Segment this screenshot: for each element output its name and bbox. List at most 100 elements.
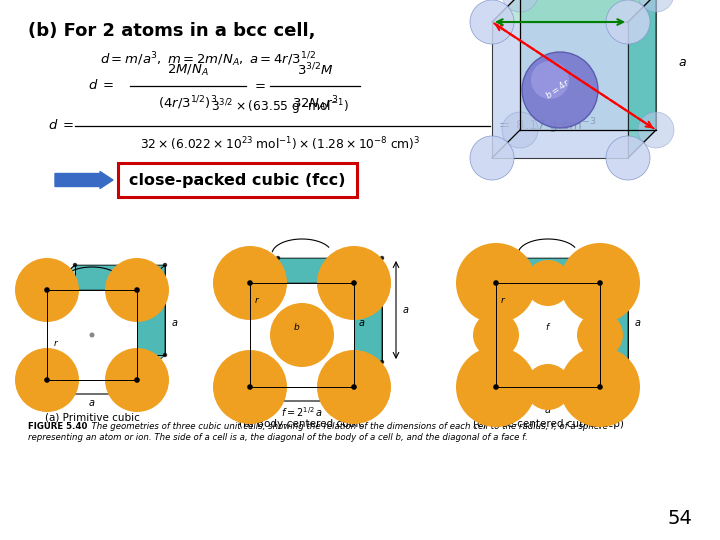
- Polygon shape: [492, 0, 656, 22]
- Circle shape: [456, 243, 536, 323]
- Polygon shape: [520, 0, 656, 130]
- Polygon shape: [278, 258, 382, 362]
- Polygon shape: [354, 258, 382, 387]
- Circle shape: [44, 287, 50, 293]
- Polygon shape: [496, 283, 600, 387]
- FancyBboxPatch shape: [118, 163, 357, 197]
- Text: $=\;8.17\;\mathrm{g{\cdot}cm^{-3}}$: $=\;8.17\;\mathrm{g{\cdot}cm^{-3}}$: [496, 116, 597, 136]
- Text: $b=4r$: $b=4r$: [543, 75, 573, 101]
- Circle shape: [380, 256, 384, 260]
- Circle shape: [525, 260, 571, 306]
- Circle shape: [276, 256, 280, 260]
- Text: (c) Face-centered cubic (ccp): (c) Face-centered cubic (ccp): [472, 419, 624, 429]
- Text: $32 \times (6.022 \times 10^{23}\;\mathrm{mol^{-1}}) \times (1.28 \times 10^{-8}: $32 \times (6.022 \times 10^{23}\;\mathr…: [140, 135, 420, 153]
- Circle shape: [597, 280, 603, 286]
- Text: $f = 2^{1/2}\,a$: $f = 2^{1/2}\,a$: [282, 405, 323, 419]
- Circle shape: [493, 384, 499, 390]
- Text: (a) Primitive cubic: (a) Primitive cubic: [45, 412, 140, 422]
- Text: $a$: $a$: [678, 56, 687, 69]
- Polygon shape: [137, 265, 165, 380]
- Text: $32N_Ar^3$: $32N_Ar^3$: [292, 94, 338, 113]
- Text: $=$: $=$: [252, 78, 266, 91]
- Text: $a$: $a$: [358, 318, 365, 328]
- Polygon shape: [628, 0, 656, 158]
- Polygon shape: [492, 22, 628, 158]
- Circle shape: [470, 0, 514, 44]
- Circle shape: [15, 348, 79, 412]
- Circle shape: [626, 256, 630, 260]
- Text: (b) For 2 atoms in a bcc cell,: (b) For 2 atoms in a bcc cell,: [28, 22, 315, 40]
- Circle shape: [213, 350, 287, 424]
- Text: $f$: $f$: [545, 321, 551, 333]
- Circle shape: [276, 360, 280, 364]
- Circle shape: [270, 303, 334, 367]
- Text: $(4r/3^{1/2})^3$: $(4r/3^{1/2})^3$: [158, 94, 217, 112]
- Polygon shape: [600, 258, 628, 387]
- Text: $d = m/a^3,\;m = 2m/N_A,\;a = 4r/3^{1/2}$: $d = m/a^3,\;m = 2m/N_A,\;a = 4r/3^{1/2}…: [100, 50, 316, 69]
- Circle shape: [317, 350, 391, 424]
- Circle shape: [597, 384, 603, 390]
- Circle shape: [560, 347, 640, 427]
- Circle shape: [473, 312, 519, 358]
- Circle shape: [134, 377, 140, 383]
- Polygon shape: [47, 290, 137, 380]
- Polygon shape: [496, 258, 628, 283]
- Text: $r$: $r$: [500, 295, 506, 305]
- Polygon shape: [47, 265, 165, 290]
- Circle shape: [351, 280, 357, 286]
- Polygon shape: [250, 283, 354, 387]
- Circle shape: [163, 353, 167, 357]
- Text: close-packed cubic (fcc): close-packed cubic (fcc): [129, 172, 346, 187]
- Circle shape: [626, 360, 630, 364]
- Circle shape: [89, 333, 94, 338]
- Circle shape: [44, 377, 50, 383]
- Circle shape: [502, 0, 538, 12]
- Circle shape: [351, 384, 357, 390]
- Circle shape: [134, 287, 140, 293]
- Circle shape: [606, 0, 650, 44]
- Text: $3^{3/2}M$: $3^{3/2}M$: [297, 62, 333, 78]
- Circle shape: [163, 263, 167, 267]
- Polygon shape: [47, 290, 137, 380]
- Circle shape: [502, 112, 538, 148]
- Text: $2M/N_A$: $2M/N_A$: [167, 63, 209, 78]
- Circle shape: [522, 256, 526, 260]
- Text: $a$: $a$: [634, 318, 642, 328]
- FancyArrow shape: [55, 172, 113, 188]
- Circle shape: [247, 384, 253, 390]
- Circle shape: [522, 52, 598, 128]
- Text: $r$: $r$: [53, 338, 59, 348]
- Text: (b) Body-centered cubic: (b) Body-centered cubic: [240, 419, 364, 429]
- Polygon shape: [250, 258, 382, 283]
- Text: FIGURE 5.40: FIGURE 5.40: [28, 422, 91, 431]
- Circle shape: [105, 348, 169, 412]
- Circle shape: [577, 312, 623, 358]
- Text: The geometries of three cubic unit cells, showing the relation of the dimensions: The geometries of three cubic unit cells…: [86, 422, 608, 431]
- Text: $d\;=$: $d\;=$: [48, 118, 74, 132]
- Text: $a$: $a$: [558, 368, 566, 378]
- Circle shape: [560, 243, 640, 323]
- Text: $a$: $a$: [171, 318, 179, 328]
- Text: $a$: $a$: [544, 405, 552, 415]
- Circle shape: [15, 258, 79, 322]
- Circle shape: [73, 353, 77, 357]
- Text: $d$: $d$: [141, 376, 149, 387]
- Polygon shape: [75, 265, 165, 355]
- Circle shape: [105, 258, 169, 322]
- Circle shape: [213, 246, 287, 320]
- Circle shape: [456, 347, 536, 427]
- Circle shape: [606, 136, 650, 180]
- Circle shape: [522, 360, 526, 364]
- Text: 54: 54: [667, 509, 693, 528]
- Circle shape: [380, 360, 384, 364]
- Polygon shape: [496, 283, 600, 387]
- Text: $a$: $a$: [604, 332, 611, 342]
- Text: $d\;=$: $d\;=$: [88, 78, 114, 92]
- Circle shape: [470, 136, 514, 180]
- Circle shape: [525, 364, 571, 410]
- Text: $a$: $a$: [312, 368, 320, 378]
- Circle shape: [638, 112, 674, 148]
- Text: $3^{3/2} \times (63.55\;\mathrm{g\cdot mol^{-1}})$: $3^{3/2} \times (63.55\;\mathrm{g\cdot m…: [211, 97, 349, 117]
- Circle shape: [493, 280, 499, 286]
- Text: $a$: $a$: [89, 398, 96, 408]
